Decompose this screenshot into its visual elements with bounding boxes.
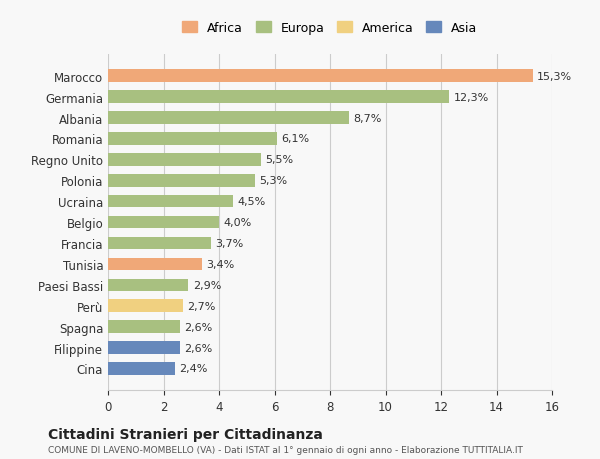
Bar	[108, 216, 219, 229]
Bar	[108, 363, 175, 375]
Text: 5,5%: 5,5%	[265, 155, 293, 165]
Text: 8,7%: 8,7%	[353, 113, 382, 123]
Legend: Africa, Europa, America, Asia: Africa, Europa, America, Asia	[179, 18, 481, 38]
Text: 6,1%: 6,1%	[281, 134, 310, 144]
Bar	[108, 133, 277, 146]
Bar	[108, 321, 180, 333]
Bar	[108, 341, 180, 354]
Bar	[108, 112, 349, 124]
Text: COMUNE DI LAVENO-MOMBELLO (VA) - Dati ISTAT al 1° gennaio di ogni anno - Elabora: COMUNE DI LAVENO-MOMBELLO (VA) - Dati IS…	[48, 445, 523, 454]
Text: 2,7%: 2,7%	[187, 301, 215, 311]
Text: 2,6%: 2,6%	[184, 343, 212, 353]
Bar	[108, 154, 260, 166]
Text: 5,3%: 5,3%	[259, 176, 287, 186]
Text: 4,0%: 4,0%	[223, 218, 251, 228]
Bar	[108, 237, 211, 250]
Bar	[108, 258, 202, 271]
Bar	[108, 279, 188, 291]
Text: Cittadini Stranieri per Cittadinanza: Cittadini Stranieri per Cittadinanza	[48, 427, 323, 441]
Bar	[108, 70, 533, 83]
Text: 3,7%: 3,7%	[215, 239, 243, 248]
Text: 12,3%: 12,3%	[454, 92, 489, 102]
Bar	[108, 91, 449, 104]
Text: 2,6%: 2,6%	[184, 322, 212, 332]
Text: 4,5%: 4,5%	[237, 197, 265, 207]
Bar	[108, 196, 233, 208]
Text: 2,4%: 2,4%	[179, 364, 207, 374]
Text: 15,3%: 15,3%	[537, 72, 572, 82]
Text: 3,4%: 3,4%	[206, 259, 235, 269]
Bar	[108, 174, 255, 187]
Text: 2,9%: 2,9%	[193, 280, 221, 290]
Bar	[108, 300, 183, 312]
